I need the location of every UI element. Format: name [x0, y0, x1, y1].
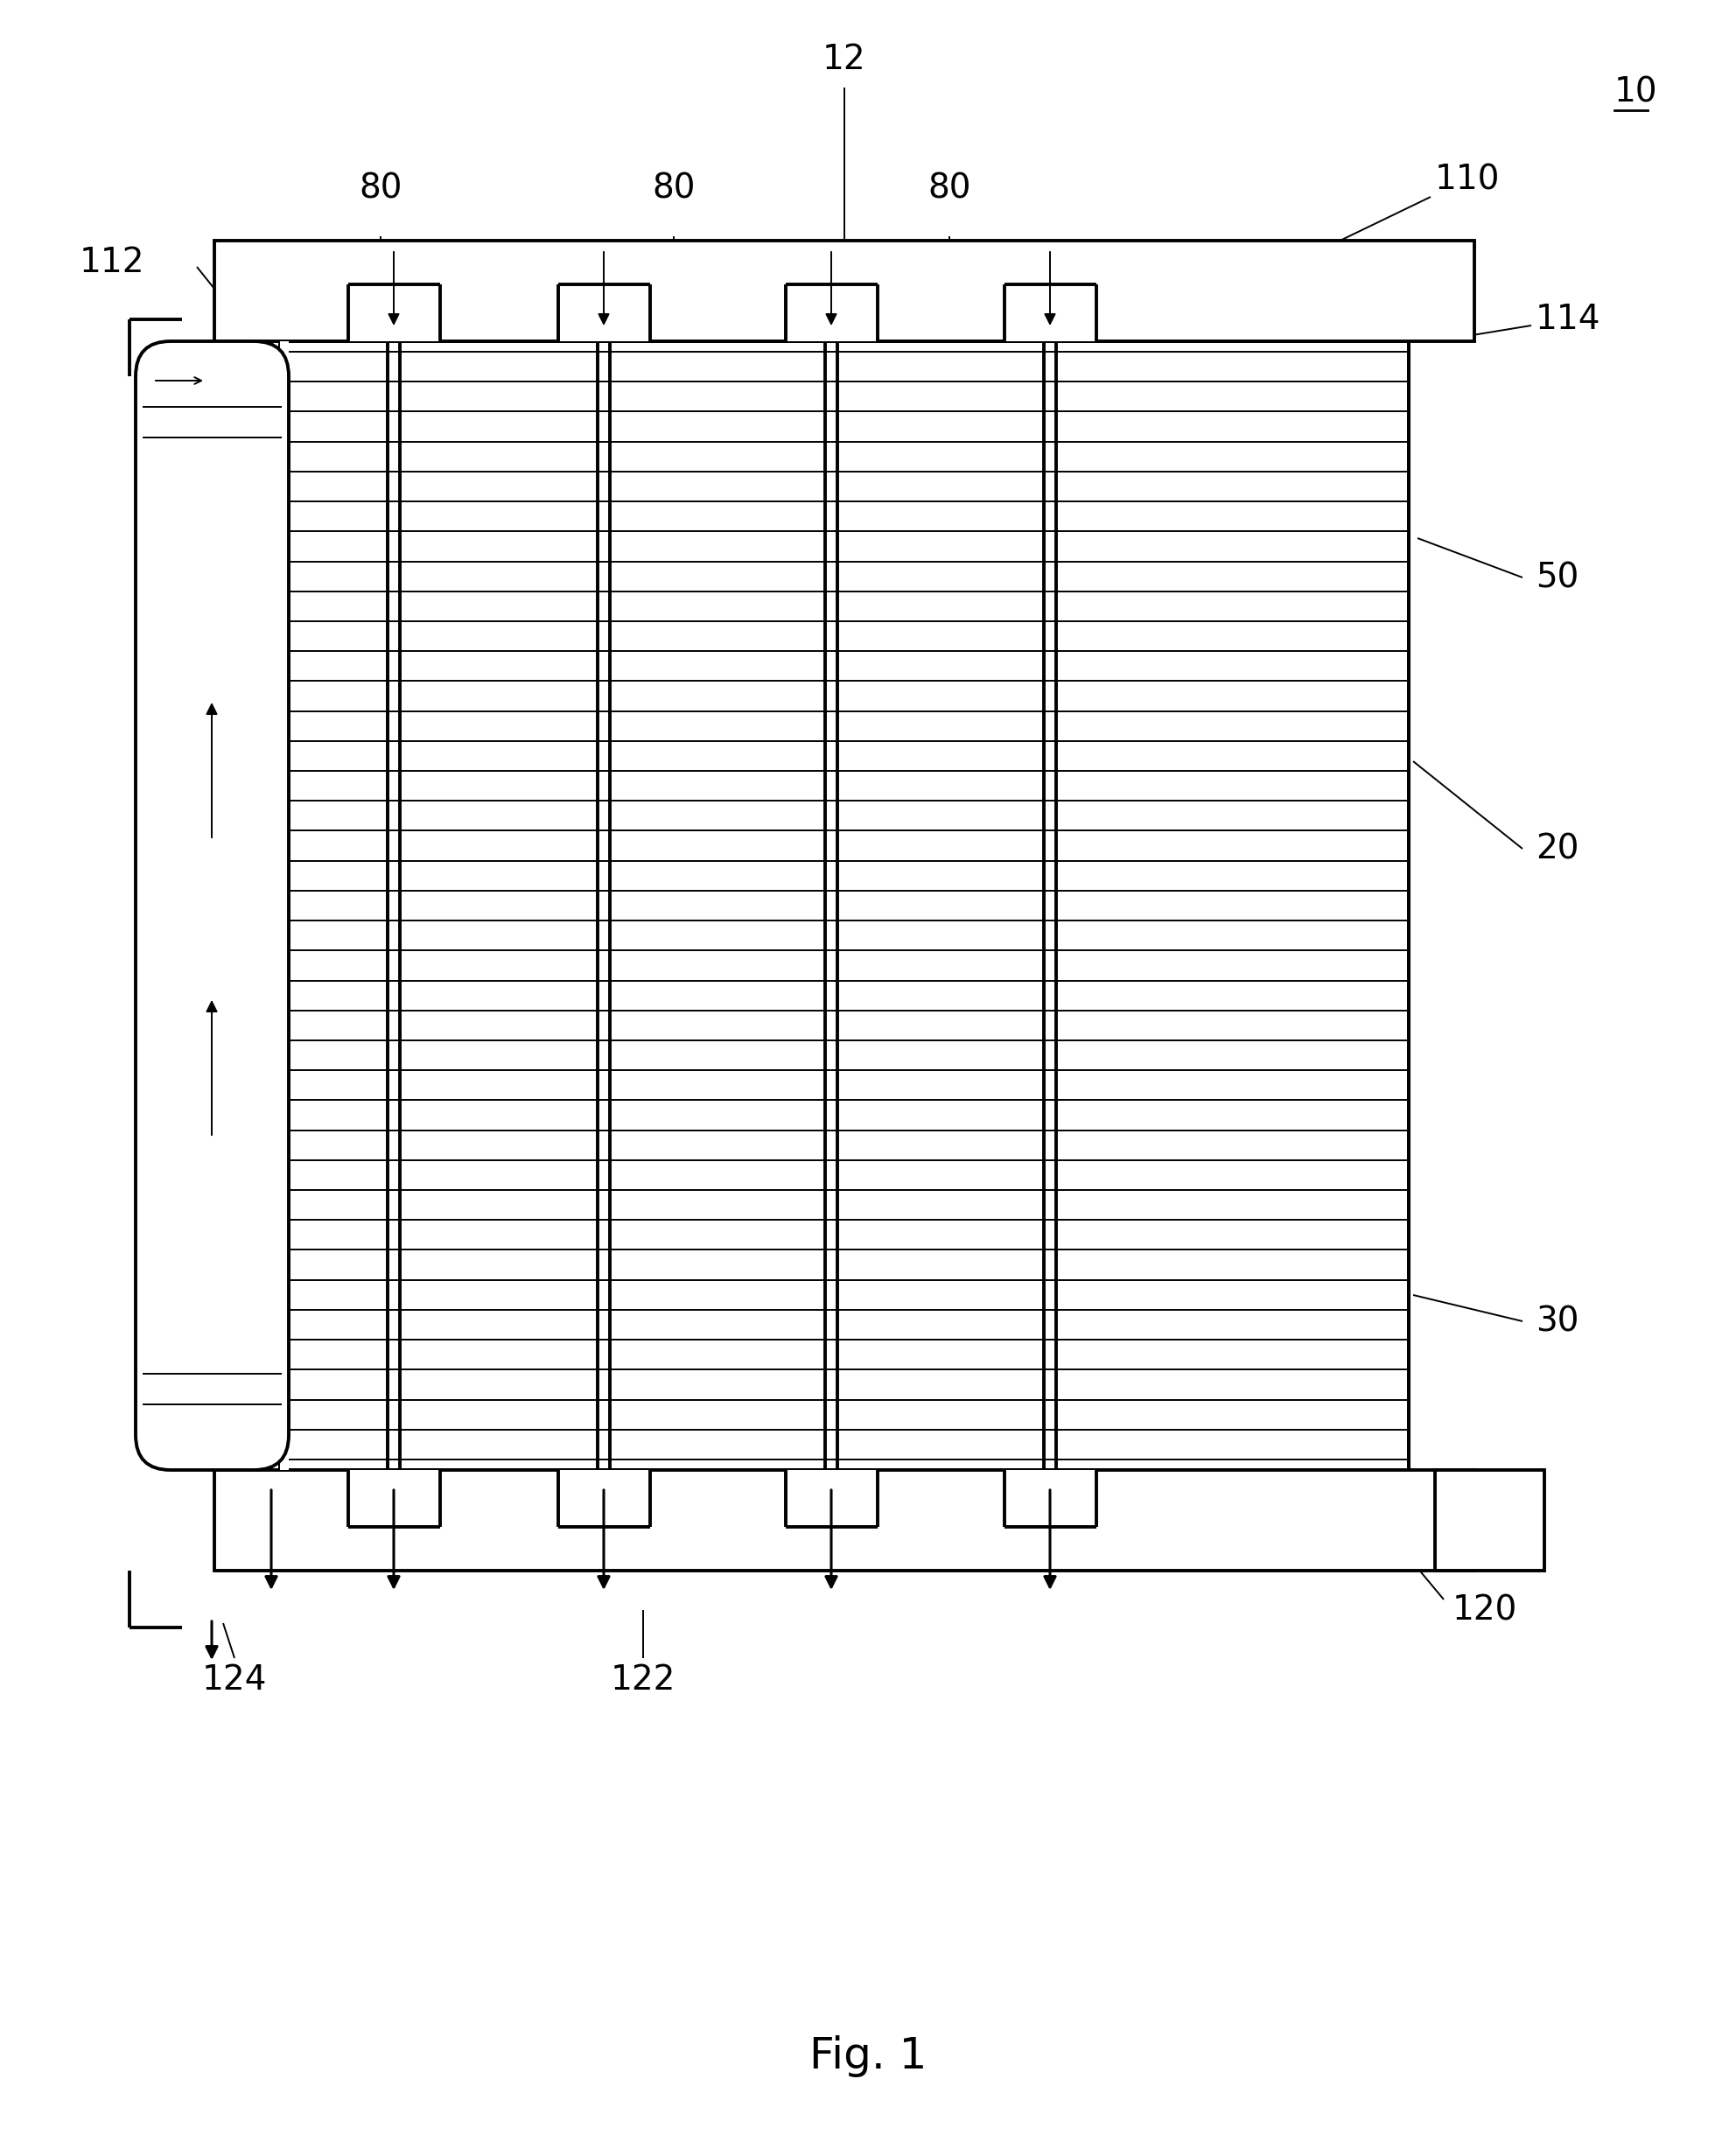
Bar [1005, 285, 1097, 341]
Text: 120: 120 [1453, 1593, 1517, 1626]
Text: 110: 110 [1436, 162, 1500, 196]
Text: 20: 20 [1536, 832, 1580, 865]
Bar [279, 341, 1408, 1470]
Text: 122: 122 [611, 1664, 675, 1697]
Text: 124: 124 [201, 1664, 267, 1697]
Bar [1005, 1470, 1097, 1526]
Bar [559, 285, 649, 341]
Text: 10: 10 [1614, 75, 1658, 108]
Text: 80: 80 [927, 172, 970, 205]
Text: 30: 30 [1536, 1304, 1580, 1339]
Text: 50: 50 [1536, 561, 1578, 595]
Bar [214, 241, 1474, 341]
Bar [559, 1470, 649, 1526]
Text: 80: 80 [653, 172, 696, 205]
Bar [214, 1470, 1474, 1570]
Bar [1436, 1470, 1545, 1570]
Bar [786, 1470, 878, 1526]
Bar [349, 1470, 441, 1526]
Text: 114: 114 [1536, 302, 1601, 336]
Text: 12: 12 [823, 43, 866, 75]
FancyBboxPatch shape [135, 341, 288, 1470]
Bar [349, 285, 441, 341]
Bar [786, 285, 878, 341]
Text: 112: 112 [80, 246, 144, 278]
Text: Fig. 1: Fig. 1 [809, 2035, 927, 2076]
Bar [279, 341, 1408, 1470]
Text: 80: 80 [359, 172, 403, 205]
Bar [279, 341, 288, 1470]
